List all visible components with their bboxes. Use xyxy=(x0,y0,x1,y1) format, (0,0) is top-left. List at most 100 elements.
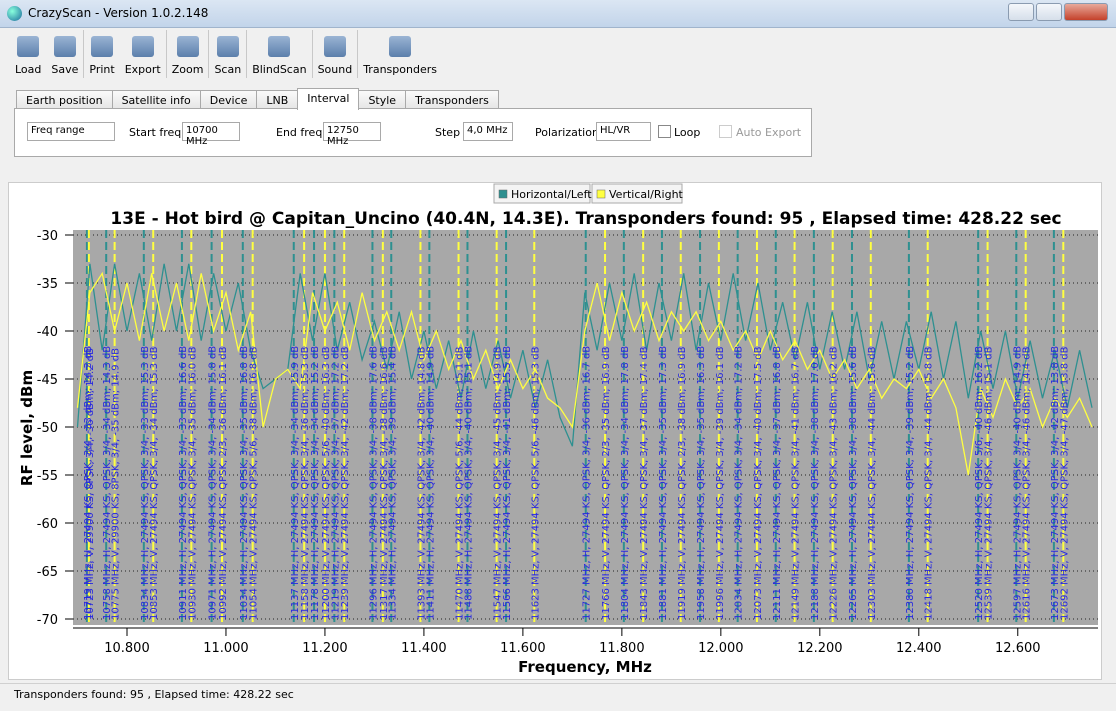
transponder-label: 12303 MHz, V, 27494 KS, QPSK, 3/4, -44 d… xyxy=(867,346,878,620)
x-tick-label: 12.200 xyxy=(797,641,843,656)
x-tick-label: 11.600 xyxy=(500,641,546,656)
toolbar-label: Print xyxy=(89,63,115,76)
toolbar-button[interactable]: Load xyxy=(10,30,46,78)
transponder-label: 10853 MHz, V, 27494 KS, QPSK, 3/4, -34 d… xyxy=(149,346,160,620)
tab[interactable]: Earth position xyxy=(16,90,113,110)
start-label: Start freq xyxy=(129,126,182,139)
status-bar: Transponders found: 95 , Elapsed time: 4… xyxy=(0,683,1116,711)
toolbar-label: Transponders xyxy=(363,63,437,76)
transponder-label: 12520 MHz, H, 27494 KS, QPSK, 5/6, -40 d… xyxy=(974,346,985,620)
app-icon xyxy=(7,6,22,21)
tab[interactable]: LNB xyxy=(256,90,299,110)
toolbar-button[interactable]: Scan xyxy=(208,30,246,78)
transponder-label: 11317 MHz, V, 27494 KS, QPSK, 3/4, -38 d… xyxy=(379,346,390,620)
y-tick-label: -30 xyxy=(37,229,58,244)
transponder-label: 12149 MHz, V, 27494 KS, QPSK, 3/4, -41 d… xyxy=(791,346,802,620)
tab[interactable]: Device xyxy=(199,90,258,110)
minimize-button[interactable] xyxy=(1008,3,1034,21)
transponder-label: 11488 MHz, H, 27494 KS, QPSK, 3/4, -40 d… xyxy=(463,346,474,620)
interval-panel: Freq range Start freq 10700 MHz End freq… xyxy=(14,108,812,157)
transponder-label: 10971 MHz, H, 27494 KS, QPSK, 3/4, -34 d… xyxy=(208,346,219,620)
y-tick-label: -45 xyxy=(37,373,58,388)
transponder-label: 11219 MHz, H, 27494 KS, QPSK, 3/4, -37 d… xyxy=(330,346,341,620)
transponder-label: 11958 MHz, H, 27494 KS, QPSK, 3/4, -35 d… xyxy=(696,346,707,620)
transponder-label: 12418 MHz, V, 27494 KS, QPSK, 3/4, -44 d… xyxy=(924,346,935,620)
toolbar-icon xyxy=(389,36,412,57)
transponder-label: 11470 MHz, V, 27494 KS, QPSK, 5/6, -44 d… xyxy=(455,346,466,620)
transponder-label: 11411 MHz, H, 27494 KS, QPSK, 3/4, -40 d… xyxy=(425,346,436,620)
loop-checkbox[interactable] xyxy=(658,125,671,138)
transponder-label: 11054 MHz, V, 27494 KS, QPSK, 5/6, -38 d… xyxy=(249,346,260,620)
tab[interactable]: Satellite info xyxy=(111,90,201,110)
x-tick-label: 11.800 xyxy=(599,641,645,656)
x-axis-label: Frequency, MHz xyxy=(518,658,652,676)
toolbar-label: Export xyxy=(124,63,161,76)
tab[interactable]: Interval xyxy=(297,88,360,110)
legend-label: Vertical/Right xyxy=(609,188,684,201)
start-input[interactable]: 10700 MHz xyxy=(182,122,240,147)
transponder-label: 11158 MHz, V, 27494 KS, QPSK, 3/4, -36 d… xyxy=(300,346,311,620)
legend-box xyxy=(493,183,591,204)
step-input[interactable]: 4,0 MHz xyxy=(463,122,513,141)
y-tick-label: -35 xyxy=(37,277,58,292)
transponder-label: 11334 MHz, H, 27494 KS, QPSK, 3/4, -39 d… xyxy=(387,346,398,620)
tab[interactable]: Transponders xyxy=(405,90,499,110)
transponder-label: 12616 MHz, V, 27494 KS, QPSK, 3/4, -46 d… xyxy=(1022,346,1033,620)
toolbar-label: Load xyxy=(15,63,42,76)
transponder-label: 11137 MHz, H, 27494 KS, QPSK, 3/4, -34 d… xyxy=(290,346,301,620)
toolbar: Load Save Print Export Zoom Scan BlindScan Soun… xyxy=(10,30,442,78)
transponder-label: 12380 MHz, H, 27494 KS, QPSK, 3/4, -39 d… xyxy=(905,346,916,620)
mode-select[interactable]: Freq range xyxy=(27,122,115,141)
transponder-label: 11727 MHz, H, 27494 KS, QPSK, 3/4, -36 d… xyxy=(582,346,593,620)
y-tick-label: -60 xyxy=(37,517,58,532)
maximize-button[interactable] xyxy=(1036,3,1062,21)
toolbar-button[interactable]: Sound xyxy=(311,30,358,78)
transponder-label: 11296 MHz, H, 27494 KS, QPSK, 3/4, -38 d… xyxy=(368,346,379,620)
transponder-label: 11547 MHz, V, 27494 KS, QPSK, 3/4, -45 d… xyxy=(493,346,504,620)
transponder-label: 10758 MHz, H, 27494 KS, QPSK, 3/4, -34 d… xyxy=(102,346,113,620)
transponder-label: 10775 MHz, V, 29900 KS, 8PSK, 3/4, -35 d… xyxy=(111,348,122,620)
transponder-label: 12673 MHz, H, 27494 KS, QPSK, 3/4, -42 d… xyxy=(1050,346,1061,620)
close-button[interactable] xyxy=(1064,3,1108,21)
transponder-label: 12226 MHz, V, 27494 KS, QPSK, 3/4, -43 d… xyxy=(829,346,840,620)
end-input[interactable]: 12750 MHz xyxy=(323,122,381,147)
window-title: CrazyScan - Version 1.0.2.148 xyxy=(28,6,209,20)
tab[interactable]: Style xyxy=(358,90,407,110)
end-label: End freq xyxy=(276,126,323,139)
status-text: Transponders found: 95 , Elapsed time: 4… xyxy=(14,688,294,701)
x-tick-label: 10.800 xyxy=(104,641,150,656)
toolbar-label: Scan xyxy=(214,63,242,76)
toolbar-icon xyxy=(268,36,291,57)
polarization-label: Polarization xyxy=(535,126,599,139)
chart-title: 13E - Hot bird @ Capitan_Uncino (40.4N, … xyxy=(110,209,1061,229)
toolbar-button[interactable]: Transponders xyxy=(357,30,442,78)
title-bar: CrazyScan - Version 1.0.2.148 xyxy=(0,0,1116,28)
toolbar-button[interactable]: BlindScan xyxy=(246,30,311,78)
x-tick-label: 11.200 xyxy=(302,641,348,656)
legend-swatch xyxy=(596,189,606,199)
transponder-label: 12265 MHz, H, 27494 KS, QPSK, 3/4, -38 d… xyxy=(848,346,859,620)
toolbar-button[interactable]: Print xyxy=(83,30,119,78)
transponder-label: 11239 MHz, V, 27494 KS, QPSK, 3/4, -42 d… xyxy=(340,346,351,620)
spectrum-line xyxy=(76,271,1093,476)
y-tick-label: -65 xyxy=(37,565,58,580)
tab-strip: Earth position Satellite info Device LNB Int… xyxy=(16,88,499,110)
auto-export-label: Auto Export xyxy=(736,126,802,139)
toolbar-icon xyxy=(131,36,154,57)
toolbar-button[interactable]: Zoom xyxy=(165,30,209,78)
transponder-label: 11804 MHz, H, 27494 KS, QPSK, 3/4, -34 d… xyxy=(620,346,631,620)
transponder-label: 11996 MHz, V, 27494 KS, QPSK, 3/4, -39 d… xyxy=(715,346,726,620)
toolbar-icon xyxy=(53,36,76,57)
toolbar-label: Sound xyxy=(317,63,353,76)
transponder-label: 11200 MHz, V, 27494 KS, QPSK, 5/6, -40 d… xyxy=(321,346,332,620)
polarization-select[interactable]: HL/VR xyxy=(596,122,651,141)
transponder-label: 11843 MHz, V, 27494 KS, QPSK, 3/4, -37 d… xyxy=(639,346,650,620)
toolbar-button[interactable]: Export xyxy=(120,30,166,78)
toolbar-button[interactable]: Save xyxy=(46,30,83,78)
transponder-label: 10911 MHz, H, 27494 KS, QPSK, 3/4, -33 d… xyxy=(178,346,189,620)
toolbar-label: BlindScan xyxy=(252,63,307,76)
auto-export-checkbox[interactable] xyxy=(719,125,732,138)
x-tick-label: 11.000 xyxy=(203,641,249,656)
